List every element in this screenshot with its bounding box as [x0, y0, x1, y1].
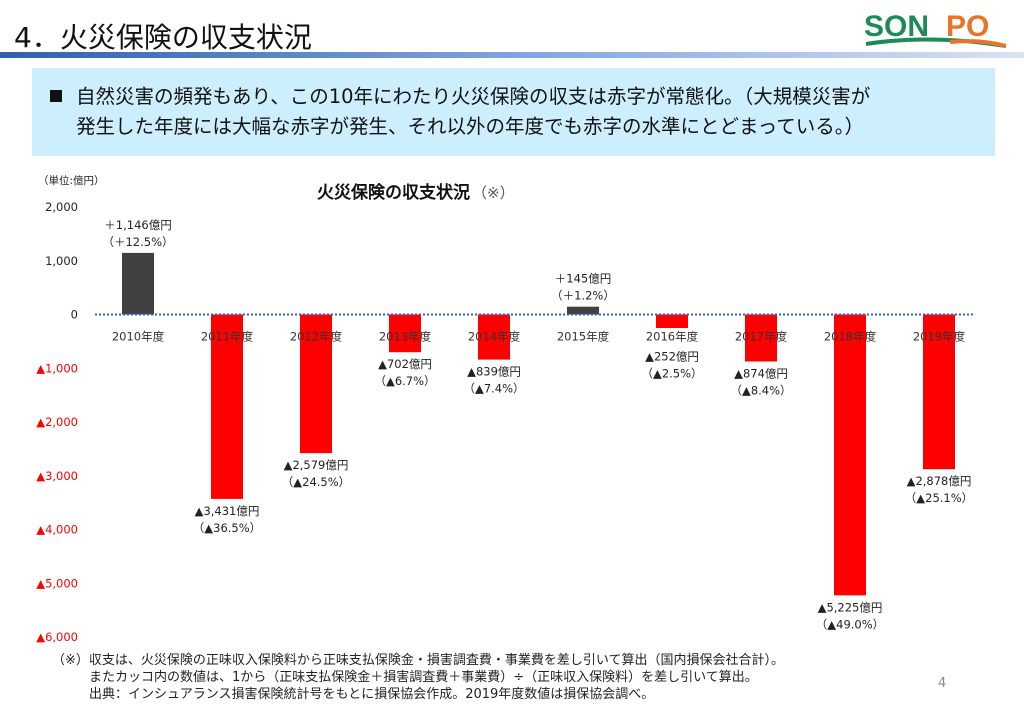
bar-2010年度	[122, 252, 154, 315]
data-label-value: ▲252億円	[645, 350, 699, 364]
category-label: 2016年度	[646, 330, 699, 344]
y-tick-label: 0	[71, 308, 78, 322]
svg-text:SON: SON	[864, 10, 929, 43]
category-label: 2018年度	[824, 330, 877, 344]
summary-box: 自然災害の頻発もあり、この10年にわたり火災保険の収支は赤字が常態化。（大規模災…	[32, 68, 995, 156]
category-label: 2013年度	[379, 330, 432, 344]
summary-line-1: 自然災害の頻発もあり、この10年にわたり火災保険の収支は赤字が常態化。（大規模災…	[76, 85, 871, 108]
data-label-ratio: （▲7.4%）	[463, 382, 524, 396]
data-label-ratio: （▲36.5%）	[193, 521, 261, 535]
bar-2011年度	[211, 314, 243, 499]
data-label-value: ▲5,225億円	[818, 600, 883, 614]
y-tick-label: 2,000	[45, 200, 78, 214]
summary-line-2: 発生した年度には大幅な赤字が発生、それ以外の年度でも赤字の水準にとどまっている。…	[76, 115, 864, 138]
data-label-ratio: （＋12.5%）	[102, 235, 173, 249]
bar-2016年度	[656, 314, 688, 329]
data-label-ratio: （▲25.1%）	[905, 491, 973, 505]
y-tick-label: ▲4,000	[36, 523, 78, 537]
data-label-value: ▲2,579億円	[284, 458, 349, 472]
footnote-line-1: （※）収支は、火災保険の正味収入保険料から正味支払保険金・損害調査費・事業費を差…	[52, 653, 785, 668]
data-label-value: ▲702億円	[378, 357, 432, 371]
data-label-value: ▲874億円	[734, 366, 788, 380]
data-label-ratio: （▲8.4%）	[730, 383, 791, 397]
data-label-ratio: （▲6.7%）	[374, 374, 435, 388]
chart-title: 火災保険の収支状況	[317, 182, 470, 203]
category-label: 2019年度	[913, 330, 966, 344]
category-label: 2012年度	[290, 330, 343, 344]
footnote-line-2: またカッコ内の数値は、1から（正味支払保険金＋損害調査費＋事業費）÷（正味収入保…	[89, 670, 758, 685]
data-label-value: ▲3,431億円	[195, 504, 260, 518]
bar-2014年度	[478, 314, 510, 360]
title-rule	[0, 52, 1024, 58]
y-tick-label: ▲3,000	[36, 469, 78, 483]
bar-2018年度	[834, 314, 866, 596]
page-number: 4	[938, 676, 947, 691]
y-tick-label: ▲2,000	[36, 415, 78, 429]
data-label-value: ＋1,146億円	[104, 218, 171, 232]
bar-2017年度	[745, 314, 777, 362]
balance-chart: （単位:億円） 火災保険の収支状況 （※） 2,000 1,000 0 ▲1,000 ▲…	[36, 174, 975, 644]
category-label: 2017年度	[735, 330, 788, 344]
bar-2015年度	[567, 306, 599, 315]
footnote-line-3: 出典：インシュアランス損害保険統計号をもとに損保協会作成。2019年度数値は損保…	[89, 687, 655, 702]
bar-2012年度	[300, 314, 332, 454]
y-tick-label: 1,000	[45, 254, 78, 268]
page-title: 4．火災保険の収支状況	[14, 21, 312, 54]
data-label-value: ▲839億円	[467, 365, 521, 379]
data-label-value: ▲2,878億円	[907, 474, 972, 488]
data-label-ratio: （▲2.5%）	[641, 367, 702, 381]
data-label-ratio: （▲24.5%）	[282, 475, 350, 489]
svg-text:PO: PO	[946, 10, 989, 43]
category-label: 2014年度	[468, 330, 521, 344]
unit-label: （単位:億円）	[38, 174, 105, 187]
data-label-value: ＋145億円	[555, 272, 611, 286]
bar-2019年度	[923, 314, 955, 470]
y-tick-label: ▲5,000	[36, 576, 78, 590]
y-tick-label: ▲1,000	[36, 361, 78, 375]
category-label: 2010年度	[112, 330, 165, 344]
bar-2013年度	[389, 314, 421, 353]
category-label: 2015年度	[557, 330, 610, 344]
sonpo-logo: SON PO	[864, 10, 1007, 48]
data-label-ratio: （＋1.2%）	[551, 289, 615, 303]
category-label: 2011年度	[201, 330, 254, 344]
y-tick-label: ▲6,000	[36, 630, 78, 644]
footnote: （※）収支は、火災保険の正味収入保険料から正味支払保険金・損害調査費・事業費を差…	[52, 652, 784, 703]
bullet-icon	[50, 90, 62, 102]
chart-title-note: （※）	[472, 184, 515, 202]
data-label-ratio: （▲49.0%）	[816, 617, 884, 631]
